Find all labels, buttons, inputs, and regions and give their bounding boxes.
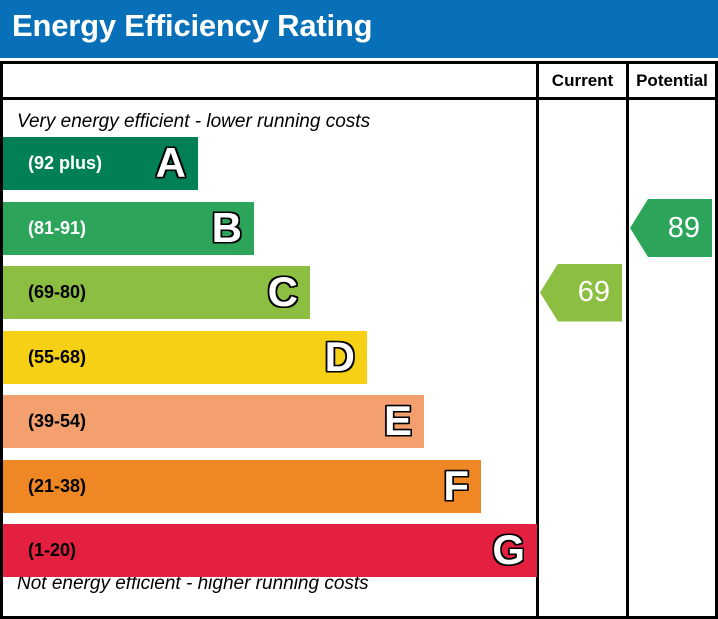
band-row-c: (69-80) C <box>3 266 310 319</box>
band-range-b: (81-91) <box>28 217 87 238</box>
caption-not-efficient: Not energy efficient - higher running co… <box>17 573 369 594</box>
band-range-d: (55-68) <box>28 346 87 367</box>
column-header-current: Current <box>536 64 626 97</box>
band-row-b: (81-91) B <box>3 201 254 255</box>
chart-title-bar: Energy Efficiency Rating <box>0 0 718 58</box>
page-title: Energy Efficiency Rating <box>12 8 373 43</box>
band-letter-c: C <box>266 267 299 317</box>
band-letter-g: G <box>491 525 526 575</box>
band-row-g: (1-20) G <box>3 524 537 577</box>
column-divider-potential <box>626 100 629 616</box>
band-range-c: (69-80) <box>28 282 87 302</box>
potential-rating-arrow: 89 <box>630 199 712 257</box>
caption-very-efficient: Very energy efficient - lower running co… <box>17 111 371 132</box>
column-divider-current <box>536 100 539 616</box>
band-row-e: (39-54) E <box>3 395 424 448</box>
column-header-potential: Potential <box>626 64 715 97</box>
band-letter-b: B <box>210 202 243 252</box>
band-letter-a: A <box>154 138 187 188</box>
band-range-a: (92 plus) <box>28 153 103 173</box>
column-header-row: Current Potential <box>3 64 715 100</box>
band-letter-d: D <box>323 331 356 381</box>
band-row-d: (55-68) D <box>3 330 367 384</box>
band-row-f: (21-38) F <box>3 459 481 513</box>
band-range-e: (39-54) <box>28 411 87 431</box>
band-row-a: (92 plus) A <box>3 137 198 190</box>
band-letter-e: E <box>383 396 414 446</box>
band-range-f: (21-38) <box>28 475 87 496</box>
current-rating-value: 69 <box>577 276 610 308</box>
potential-rating-value: 89 <box>667 211 700 244</box>
chart-frame: Current Potential Very energy efficient … <box>0 61 718 619</box>
current-rating-arrow: 69 <box>540 263 622 322</box>
band-range-g: (1-20) <box>28 540 77 560</box>
band-letter-f: F <box>442 460 470 510</box>
